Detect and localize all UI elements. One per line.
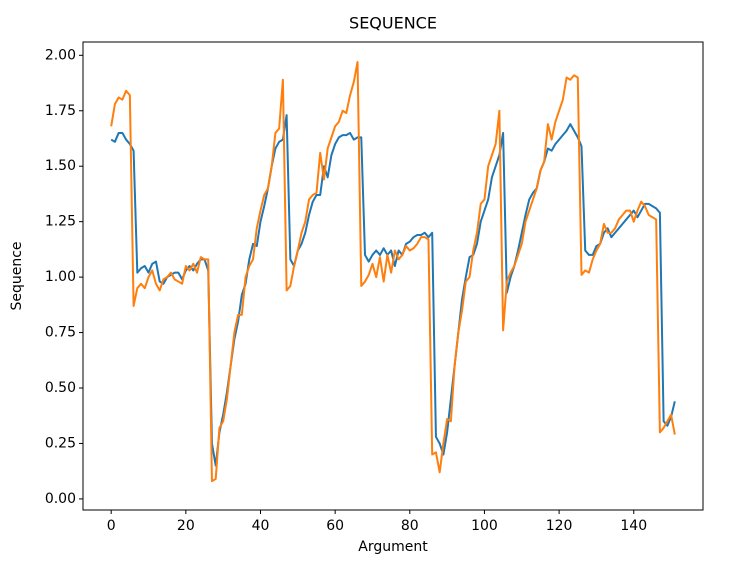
y-tick-label: 0.50 xyxy=(45,380,76,396)
x-tick-label: 80 xyxy=(401,518,419,534)
x-tick-label: 100 xyxy=(471,518,498,534)
x-tick-label: 60 xyxy=(326,518,344,534)
y-tick-label: 1.25 xyxy=(45,214,76,230)
y-tick-label: 0.25 xyxy=(45,435,76,451)
x-axis-label: Argument xyxy=(358,539,428,555)
x-tick-label: 20 xyxy=(177,518,195,534)
y-tick-label: 0.00 xyxy=(45,491,76,507)
y-tick-label: 0.75 xyxy=(45,325,76,341)
y-axis-label: Sequence xyxy=(9,241,25,310)
x-tick-label: 0 xyxy=(107,518,116,534)
y-tick-label: 2.00 xyxy=(45,47,76,63)
series-line xyxy=(110,60,676,483)
x-tick-label: 140 xyxy=(620,518,647,534)
x-tick-label: 40 xyxy=(252,518,270,534)
x-tick-label: 120 xyxy=(546,518,573,534)
y-tick-label: 1.75 xyxy=(45,103,76,119)
y-tick-label: 1.50 xyxy=(45,158,76,174)
chart-title: SEQUENCE xyxy=(349,14,437,33)
series-line xyxy=(110,114,676,467)
plot-frame xyxy=(82,41,704,511)
y-tick-label: 1.00 xyxy=(45,269,76,285)
